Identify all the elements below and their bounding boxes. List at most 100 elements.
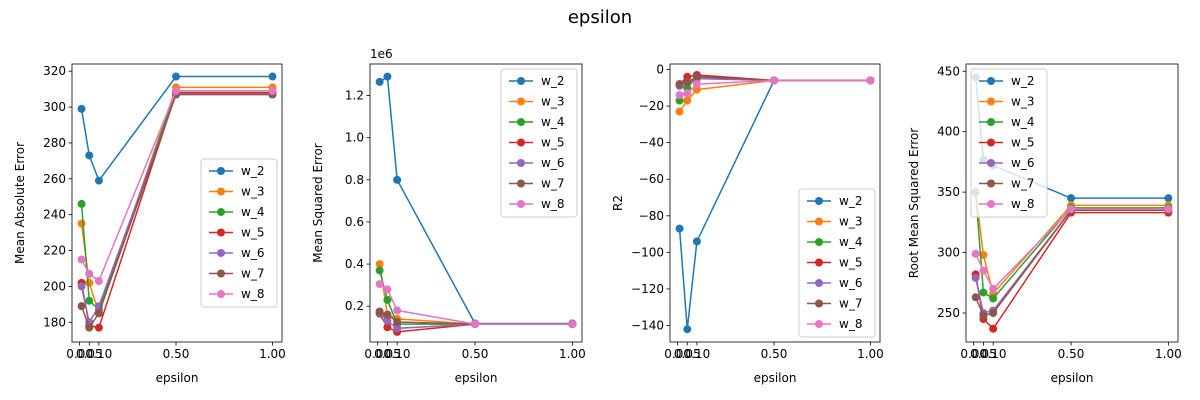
y-tick-label: 450 (937, 64, 960, 78)
x-tick-label: 0.50 (163, 347, 190, 361)
x-tick-label: 0.05 (970, 347, 997, 361)
x-tick-label: 1.00 (559, 347, 586, 361)
y-tick-label: −80 (639, 209, 664, 223)
legend-marker-w_3 (517, 97, 525, 106)
legend-label-w_5: w_5 (541, 136, 564, 150)
legend-marker-w_4 (217, 208, 225, 216)
data-point-w_8-0 (375, 280, 384, 289)
data-point-w_7-0 (77, 302, 86, 311)
chart-panel-2: 0.000.050.10 0.50 1.00 0.2 0.4 0.6 0.8 1.0 1.2 1e… (311, 47, 586, 385)
y-tick-label: 200 (43, 279, 66, 293)
x-tick-label: 0.10 (980, 347, 1007, 361)
plot-frame (369, 63, 583, 343)
y-tick-label: 0.2 (345, 299, 364, 313)
data-point-w_6-0 (971, 273, 980, 282)
x-tick-label: 1.00 (1155, 347, 1182, 361)
series-line-w_8 (379, 283, 573, 325)
data-point-w_6-2 (393, 324, 402, 333)
plot-frame (669, 63, 881, 343)
data-point-w_2-1 (383, 72, 392, 81)
legend-label-w_6: w_6 (241, 246, 264, 260)
series-line-w_5 (974, 211, 1169, 330)
y-tick-label: −20 (639, 99, 664, 113)
y-tick-label: −140 (631, 319, 664, 333)
data-point-w_4-1 (683, 83, 692, 92)
data-point-w_7-2 (692, 72, 701, 81)
y-tick-label: 350 (937, 185, 960, 199)
legend-label-w_5: w_5 (241, 226, 264, 240)
x-tick-label: 0.10 (384, 347, 411, 361)
y-axis-label: Mean Squared Error (311, 143, 325, 263)
data-point-w_7-1 (979, 311, 988, 320)
legend-label-w_5: w_5 (1011, 136, 1034, 150)
data-point-w_2-4 (1164, 194, 1173, 203)
legend-label-w_4: w_4 (541, 115, 564, 129)
x-tick-label: 0.05 (76, 347, 103, 361)
y-tick-label: 300 (937, 246, 960, 260)
x-tick-label: 0.10 (86, 347, 113, 361)
x-tick-label: 1.00 (857, 347, 884, 361)
series-line-w_7 (974, 209, 1169, 317)
legend-marker-w_2 (517, 77, 525, 85)
data-point-w_2-4 (268, 72, 277, 81)
legend-label-w_3: w_3 (541, 95, 564, 109)
legend-label-w_8: w_8 (1011, 197, 1034, 211)
legend-marker-w_8 (517, 200, 525, 208)
y-tick-label: 1.2 (345, 89, 364, 103)
legend-label-w_5: w_5 (839, 256, 862, 270)
data-point-w_4-1 (85, 296, 94, 305)
legend-marker-w_3 (217, 187, 225, 196)
series-w_8 (77, 86, 277, 286)
legend-label-w_2: w_2 (541, 74, 564, 88)
data-point-w_7-1 (383, 310, 392, 319)
legend-label-w_2: w_2 (839, 194, 862, 208)
data-point-w_8-2 (94, 277, 103, 286)
legend-label-w_8: w_8 (241, 287, 264, 301)
legend: w_2 w_3 w_4 w_5 w_6 w_7 w_8 (200, 158, 278, 308)
legend-label-w_8: w_8 (541, 197, 564, 211)
data-point-w_8-3 (172, 86, 181, 95)
series-w_3 (375, 260, 577, 329)
data-point-w_7-0 (675, 80, 684, 89)
data-point-w_3-2 (692, 85, 701, 94)
legend-marker-w_5 (815, 258, 823, 267)
data-point-w_3-0 (77, 219, 86, 228)
legend-label-w_2: w_2 (1011, 74, 1034, 88)
legend: w_2 w_3 w_4 w_5 w_6 w_7 w_8 (970, 68, 1048, 218)
x-tick-label: 0.50 (1058, 347, 1085, 361)
data-point-w_2-1 (85, 151, 94, 160)
data-point-w_7-1 (85, 323, 94, 332)
data-point-w_3-0 (375, 260, 384, 269)
legend-marker-w_5 (517, 138, 525, 147)
legend-marker-w_3 (987, 97, 995, 106)
legend-label-w_6: w_6 (541, 156, 564, 170)
legend-marker-w_7 (517, 179, 525, 188)
data-point-w_2-1 (683, 325, 692, 334)
data-point-w_7-0 (971, 293, 980, 302)
y-tick-label: 1.0 (345, 131, 364, 145)
legend-marker-w_7 (217, 269, 225, 278)
x-tick-label: 0.10 (684, 347, 711, 361)
series-line-w_3 (378, 263, 573, 325)
data-point-w_3-1 (85, 278, 94, 287)
legend-marker-w_5 (217, 228, 225, 237)
data-point-w_3-0 (675, 107, 684, 116)
series-line-w_3 (678, 79, 871, 112)
data-point-w_8-3 (471, 320, 480, 329)
data-point-w_8-2 (393, 306, 402, 315)
y-tick-label: −120 (631, 282, 664, 296)
data-point-w_8-2 (989, 284, 998, 293)
data-point-w_6-1 (383, 316, 392, 325)
legend-label-w_7: w_7 (1011, 177, 1034, 191)
x-axis-label: epsilon (1051, 371, 1094, 385)
data-point-w_8-3 (770, 76, 779, 85)
legend-marker-w_6 (217, 249, 225, 257)
series-w_8 (375, 280, 577, 329)
data-point-w_8-1 (979, 266, 988, 275)
y-tick-label: 320 (43, 64, 66, 78)
legend-marker-w_4 (815, 238, 823, 246)
data-point-w_8-2 (692, 80, 701, 89)
y-axis-label: R2 (611, 195, 625, 211)
x-tick-label: 0.00 (66, 347, 93, 361)
